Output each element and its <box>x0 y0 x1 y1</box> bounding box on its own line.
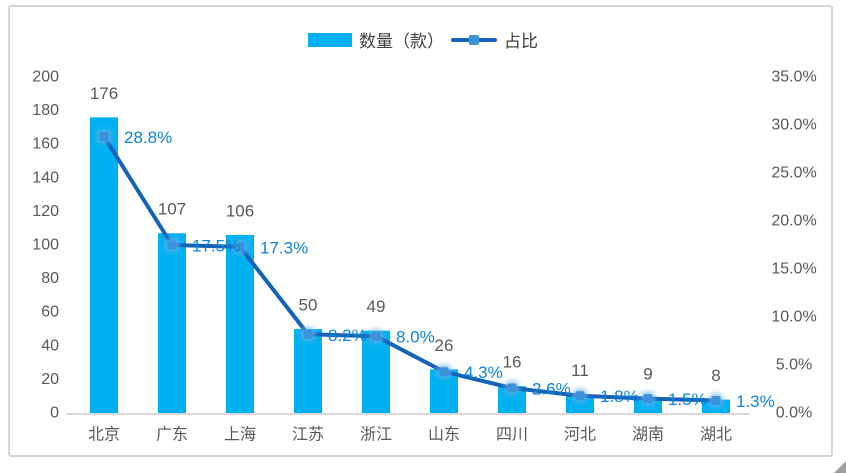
chart-card <box>8 5 833 457</box>
right-axis-tick: 10.0% <box>771 309 816 326</box>
pct-label: 28.8% <box>124 128 172 147</box>
left-axis-tick: 120 <box>32 203 59 220</box>
pct-label: 17.3% <box>260 238 308 257</box>
bar-value-label: 107 <box>158 200 186 219</box>
x-axis-label: 浙江 <box>360 426 392 444</box>
pct-label: 8.0% <box>396 328 435 347</box>
pct-label: 1.5% <box>668 390 707 409</box>
bar <box>226 234 254 413</box>
line-marker <box>439 367 449 377</box>
line-series-marker-icon <box>451 33 497 47</box>
x-axis-label: 四川 <box>496 427 528 444</box>
left-axis-tick: 40 <box>41 337 59 354</box>
right-axis-tick: 5.0% <box>776 357 812 374</box>
bar-value-label: 49 <box>367 297 386 316</box>
x-axis-label: 湖南 <box>632 426 664 444</box>
x-axis-label: 山东 <box>428 426 460 444</box>
pct-label: 1.3% <box>736 392 775 411</box>
left-axis-tick: 140 <box>32 169 59 186</box>
legend: 数量（款） 占比 <box>0 27 846 52</box>
bar-value-label: 50 <box>299 296 318 315</box>
right-axis-tick: 35.0% <box>771 69 816 86</box>
right-axis-tick: 30.0% <box>771 117 816 134</box>
left-axis-tick: 200 <box>32 69 59 86</box>
line-marker <box>643 394 653 404</box>
legend-label-ratio: 占比 <box>504 32 538 51</box>
line-marker <box>99 132 109 142</box>
bar <box>362 330 390 413</box>
x-axis-label: 江苏 <box>292 426 324 444</box>
pct-label: 17.5% <box>192 237 240 256</box>
bar-series-swatch-icon <box>308 32 352 47</box>
legend-label-quantity: 数量（款） <box>359 32 444 51</box>
bar-value-label: 26 <box>435 336 454 355</box>
x-axis-label: 湖北 <box>700 426 732 444</box>
line-marker <box>507 383 517 393</box>
line-marker <box>167 240 177 250</box>
left-axis-tick: 20 <box>41 371 59 388</box>
left-axis-tick: 160 <box>32 136 59 153</box>
pct-label: 2.6% <box>532 380 571 399</box>
bar-value-label: 8 <box>711 366 720 385</box>
left-axis-tick: 80 <box>41 270 59 287</box>
ratio-line <box>102 134 718 403</box>
x-axis-label: 河北 <box>564 426 596 444</box>
bar-value-label: 11 <box>571 361 589 380</box>
line-marker <box>235 242 245 252</box>
bar-value-label: 106 <box>226 201 254 220</box>
bar <box>294 329 322 413</box>
left-axis-tick: 100 <box>32 237 59 254</box>
right-axis-tick: 15.0% <box>771 261 816 278</box>
x-axis-label: 北京 <box>88 426 120 444</box>
bar <box>90 117 118 413</box>
bar-value-label: 176 <box>90 84 118 103</box>
line-marker <box>575 391 585 401</box>
line-marker <box>303 329 313 339</box>
bar-value-label: 16 <box>503 353 522 372</box>
right-axis-tick: 0.0% <box>776 405 812 422</box>
pct-label: 8.2% <box>328 326 367 345</box>
bar <box>158 233 186 413</box>
bar-value-label: 9 <box>643 364 652 383</box>
x-axis-label: 广东 <box>156 426 188 444</box>
left-axis-tick: 0 <box>50 405 59 422</box>
x-axis-label: 上海 <box>224 426 256 444</box>
legend-item-ratio[interactable]: 占比 <box>451 27 538 52</box>
right-axis-tick: 25.0% <box>771 165 816 182</box>
pct-label: 4.3% <box>464 363 503 382</box>
line-marker <box>711 396 721 406</box>
left-axis-tick: 60 <box>41 304 59 321</box>
bar <box>566 394 594 413</box>
pct-label: 1.8% <box>600 387 639 406</box>
left-axis-tick: 180 <box>32 102 59 119</box>
resize-grip-icon[interactable] <box>834 461 846 473</box>
legend-item-quantity[interactable]: 数量（款） <box>308 27 444 52</box>
bar <box>634 397 662 413</box>
right-axis-tick: 20.0% <box>771 213 816 230</box>
line-marker <box>371 331 381 341</box>
